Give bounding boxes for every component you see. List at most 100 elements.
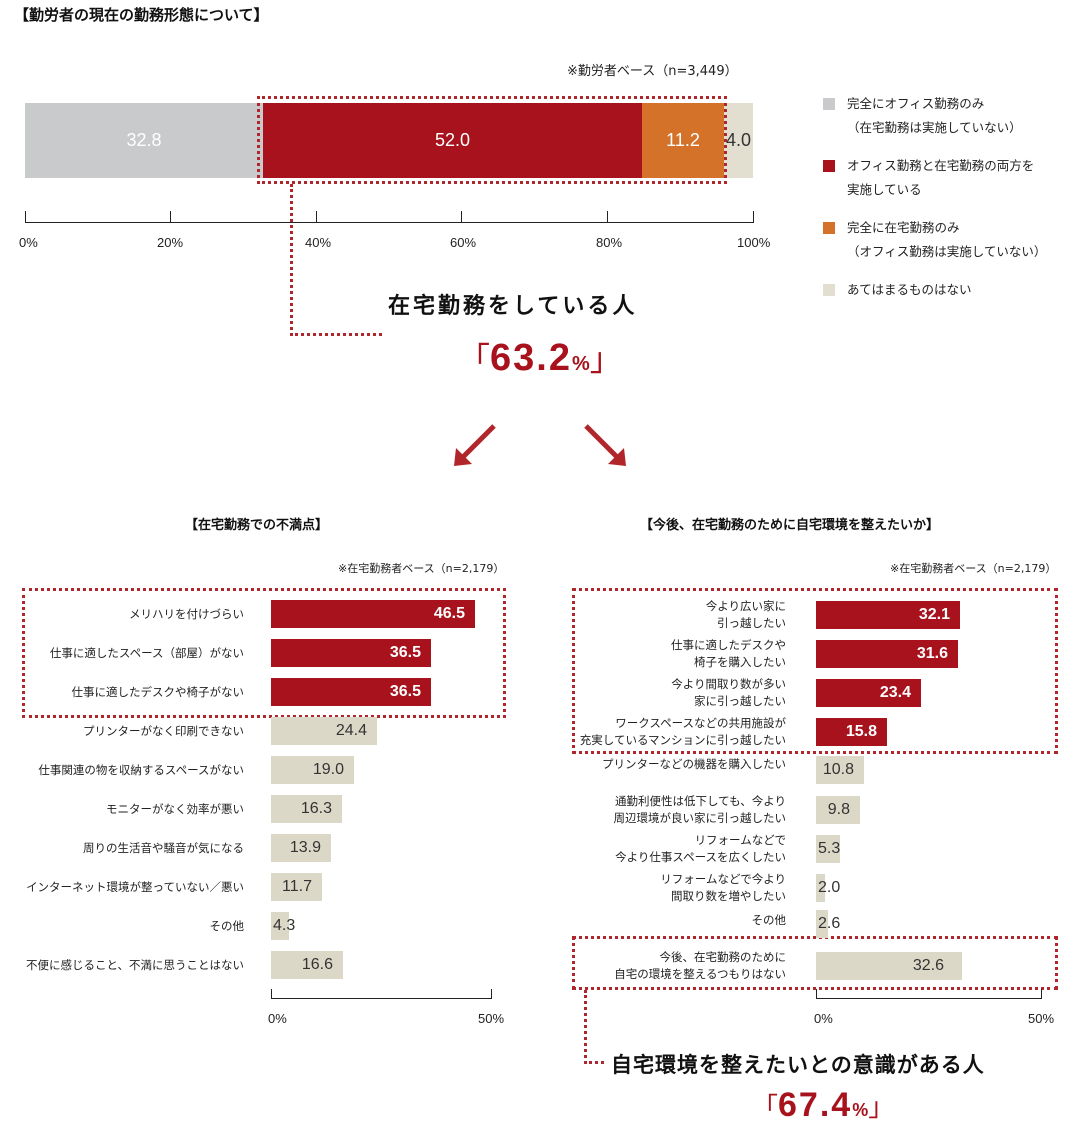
axis-tick <box>491 989 492 999</box>
callout-connector <box>290 184 293 336</box>
bar: 9.8 <box>816 796 860 824</box>
tick-label: 0% <box>814 1011 833 1026</box>
highlight-box <box>22 588 506 718</box>
axis-tick <box>461 211 462 223</box>
callout-title: 自宅環境を整えたいとの意識がある人 <box>611 1053 985 1077</box>
axis-tick <box>607 211 608 223</box>
callout-connector <box>584 1061 604 1064</box>
bar: 31.6 <box>816 640 958 668</box>
bar-label: 自宅の環境を整えるつもりはない <box>614 967 786 981</box>
legend-item: 完全にオフィス勤務のみ （在宅勤務は実施していない） <box>823 92 1046 140</box>
x-axis <box>271 998 492 999</box>
bracket-open: 「 <box>458 341 491 377</box>
bar-label: モニターがなく効率が悪い <box>106 801 244 816</box>
bar-label: リフォームなどで今より <box>660 872 786 886</box>
tick-label: 50% <box>1028 1011 1055 1026</box>
left-chart-note: ※在宅勤務者ベース（n=2,179） <box>338 562 505 575</box>
bar: 36.5 <box>271 639 431 667</box>
bar-label: 仕事関連の物を収納するスペースがない <box>38 762 244 777</box>
legend-label: 実施している <box>847 182 922 197</box>
callout-connector <box>584 990 587 1064</box>
bar-label: 家に引っ越したい <box>694 694 786 708</box>
x-axis <box>816 998 1042 999</box>
bracket-close: 」 <box>868 1092 895 1122</box>
legend-swatch <box>823 160 835 172</box>
legend-label: （在宅勤務は実施していない） <box>847 120 1022 135</box>
tick-label: 0% <box>19 235 38 250</box>
bar: 32.1 <box>816 601 960 629</box>
legend-swatch <box>823 98 835 110</box>
tick-label: 0% <box>268 1011 287 1026</box>
bar: 32.6 <box>816 952 962 980</box>
callout-number: 63.2 <box>490 337 572 379</box>
axis-tick <box>170 211 171 223</box>
callout-value: 「63.2%」 <box>458 334 622 380</box>
arrow-down-left-icon <box>454 424 626 466</box>
tick-label: 100% <box>737 235 771 250</box>
callout-number: 67.4 <box>778 1086 853 1124</box>
bar-label: その他 <box>209 918 245 933</box>
right-chart-note: ※在宅勤務者ベース（n=2,179） <box>890 562 1057 575</box>
bar: 16.3 <box>271 795 342 823</box>
segment-remote-only: 11.2 <box>642 103 724 178</box>
bar: 5.3 <box>816 835 840 863</box>
bar: 36.5 <box>271 678 431 706</box>
bar-label: メリハリを付けづらい <box>129 606 244 621</box>
bar-label: 今より広い家に <box>705 599 786 613</box>
bar: 23.4 <box>816 679 921 707</box>
legend-swatch <box>823 284 835 296</box>
right-bar-chart: 今より広い家に引っ越したい 32.1 仕事に適したデスクや椅子を購入したい 31.6… <box>560 0 1080 1128</box>
bar-label: 周りの生活音や騒音が気になる <box>83 840 244 855</box>
bar-label: 引っ越したい <box>717 616 786 630</box>
page-title: 【勤労者の現在の勤務形態について】 <box>14 6 269 24</box>
bar-label: 仕事に適したデスクや <box>671 638 786 652</box>
bar-label: 今後、在宅勤務のために <box>659 950 787 964</box>
tick-label: 40% <box>305 235 332 250</box>
legend-label: 完全に在宅勤務のみ <box>847 220 960 235</box>
bar-label: 充実しているマンションに引っ越したい <box>579 733 786 747</box>
bar: 13.9 <box>271 834 331 862</box>
bar-label: 今より間取り数が多い <box>671 677 786 691</box>
bar-label: プリンターがなく印刷できない <box>83 723 244 738</box>
left-bar-chart: メリハリを付けづらい 46.5 仕事に適したスペース（部屋）がない 36.5 仕事に… <box>26 600 475 979</box>
segment-none: 4.0 <box>724 103 753 178</box>
highlight-box <box>572 936 1058 990</box>
bar-label: 通勤利便性は低下しても、今より <box>614 794 786 808</box>
bracket-close: 」 <box>589 341 622 377</box>
bar-label: 仕事に適したスペース（部屋）がない <box>49 645 244 660</box>
right-chart-title: 【今後、在宅勤務のために自宅環境を整えたいか】 <box>640 518 940 533</box>
bar: 19.0 <box>271 756 354 784</box>
legend-item: オフィス勤務と在宅勤務の両方を 実施している <box>823 154 1046 202</box>
axis-tick <box>816 989 817 999</box>
bar: 46.5 <box>271 600 475 628</box>
axis-tick <box>316 211 317 223</box>
tick-label: 60% <box>450 235 477 250</box>
axis-tick <box>1041 989 1042 999</box>
axis-tick <box>753 211 754 223</box>
legend: 完全にオフィス勤務のみ （在宅勤務は実施していない） オフィス勤務と在宅勤務の両方… <box>823 92 1046 302</box>
stacked-bar: 32.8 52.0 11.2 4.0 <box>25 103 753 178</box>
legend-label: （オフィス勤務は実施していない） <box>847 244 1047 259</box>
bar-label: 周辺環境が良い家に引っ越したい <box>613 811 787 825</box>
tick-label: 50% <box>478 1011 505 1026</box>
segment-office-only: 32.8 <box>25 103 263 178</box>
legend-swatch <box>823 222 835 234</box>
segment-both: 52.0 <box>263 103 642 178</box>
legend-label: 完全にオフィス勤務のみ <box>847 96 985 111</box>
bar: 2.0 <box>816 874 840 902</box>
bar: 11.7 <box>271 873 322 901</box>
left-chart-title: 【在宅勤務での不満点】 <box>185 518 329 533</box>
legend-label: あてはまるものはない <box>847 282 972 297</box>
bar: 2.6 <box>816 910 840 938</box>
bar-label: 椅子を購入したい <box>694 655 786 669</box>
callout-percent: % <box>852 1100 869 1120</box>
bracket-open: 「 <box>752 1092 779 1122</box>
axis-tick <box>25 211 26 223</box>
tick-label: 80% <box>596 235 623 250</box>
bar-label: その他 <box>751 912 787 927</box>
bar-label: プリンターなどの機器を購入したい <box>602 756 786 771</box>
legend-label: オフィス勤務と在宅勤務の両方を <box>847 158 1035 173</box>
callout-connector <box>290 333 382 336</box>
bar-label: 仕事に適したデスクや椅子がない <box>71 684 245 699</box>
bar-label: ワークスペースなどの共用施設が <box>615 716 786 730</box>
